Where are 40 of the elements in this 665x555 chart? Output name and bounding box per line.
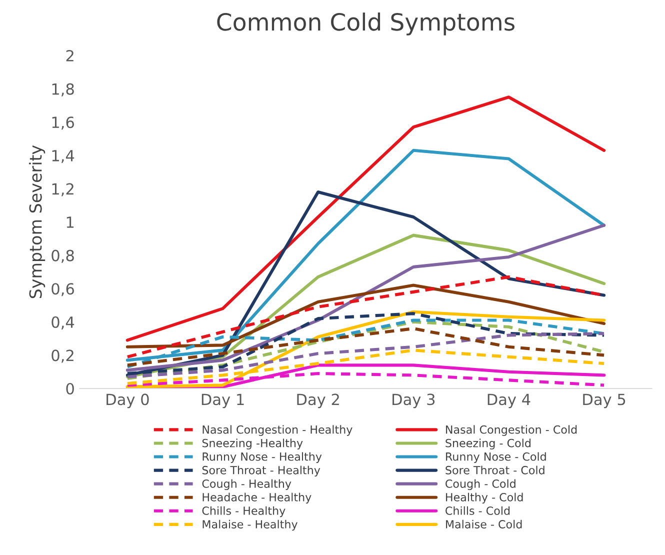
y-tick-label: 1,6 — [52, 116, 74, 130]
y-tick-label: 0,6 — [52, 283, 74, 296]
legend-label: Runny Nose - Cold — [446, 452, 546, 463]
x-tick-label: Day 2 — [297, 394, 339, 408]
y-tick-label: 0,8 — [52, 250, 74, 263]
legend-label: Sore Throat - Healthy — [202, 466, 320, 476]
y-tick-label: 0 — [66, 382, 74, 395]
legend-label: Headache - Healthy — [202, 492, 312, 504]
legend-label: Cough - Healthy — [202, 479, 292, 490]
line-series — [126, 284, 606, 348]
x-tick-label: Day 5 — [583, 394, 626, 408]
legend-label: Sneezing -Healthy — [202, 438, 303, 450]
legend-label: Nasal Congestion - Healthy — [202, 425, 352, 436]
y-tick-label: 1,4 — [52, 150, 74, 163]
line-series — [126, 96, 606, 342]
legend-label: Chills - Cold — [446, 506, 510, 515]
x-tick-label: Day 0 — [106, 394, 149, 408]
x-tick-label: Day 4 — [488, 394, 530, 408]
line-series — [126, 332, 606, 378]
y-tick-label: 1 — [66, 216, 74, 228]
y-tick-label: 1,2 — [52, 183, 74, 196]
y-tick-label: 1,8 — [52, 83, 74, 96]
line-series — [126, 327, 606, 367]
legend-label: Malaise - Healthy — [202, 520, 298, 531]
y-tick-label: 2 — [66, 50, 74, 62]
y-axis-title: Symptom Severity — [28, 145, 46, 298]
legend-label: Chills - Healthy — [202, 506, 286, 518]
x-tick-label: Day 1 — [202, 394, 244, 408]
y-tick-label: 0,2 — [52, 350, 74, 363]
line-series — [126, 310, 606, 388]
legend-label: Runny Nose - Healthy — [202, 452, 322, 463]
x-tick-label: Day 3 — [392, 394, 435, 408]
legend-label: Healthy - Cold — [446, 492, 523, 504]
y-tick-label: 0,4 — [52, 316, 74, 330]
chart-title: Common Cold Symptoms — [217, 12, 514, 36]
legend-label: Sore Throat - Cold — [446, 466, 544, 474]
legend-label: Cough - Cold — [446, 479, 516, 490]
legend-label: Malaise - Cold — [446, 520, 522, 528]
legend-label: Sneezing - Cold — [446, 438, 530, 450]
legend-label: Nasal Congestion - Cold — [446, 425, 577, 436]
